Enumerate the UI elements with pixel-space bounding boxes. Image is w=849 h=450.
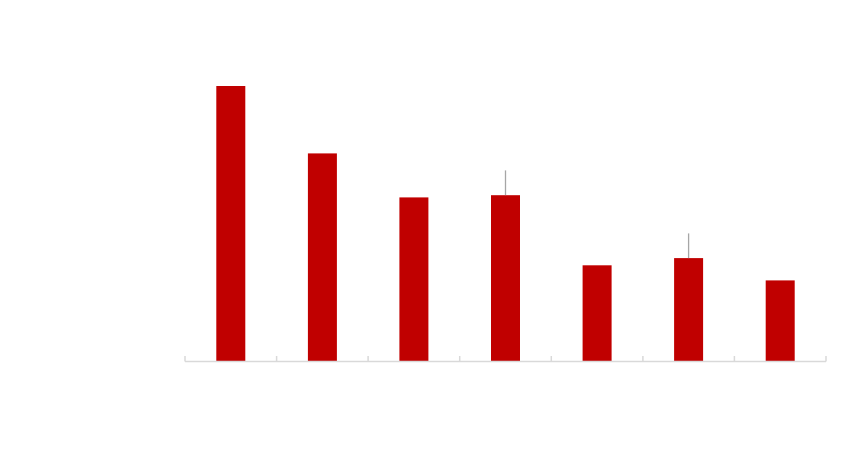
x-axis	[184, 356, 827, 363]
bar-5	[582, 265, 612, 361]
error-bars-group	[504, 170, 690, 259]
bars-group	[216, 86, 795, 361]
bar-7	[765, 280, 795, 361]
bar-6	[674, 258, 704, 361]
bar-4	[491, 195, 520, 361]
bar-1	[216, 86, 246, 361]
bar-2	[307, 153, 337, 361]
bar-3	[399, 197, 429, 361]
